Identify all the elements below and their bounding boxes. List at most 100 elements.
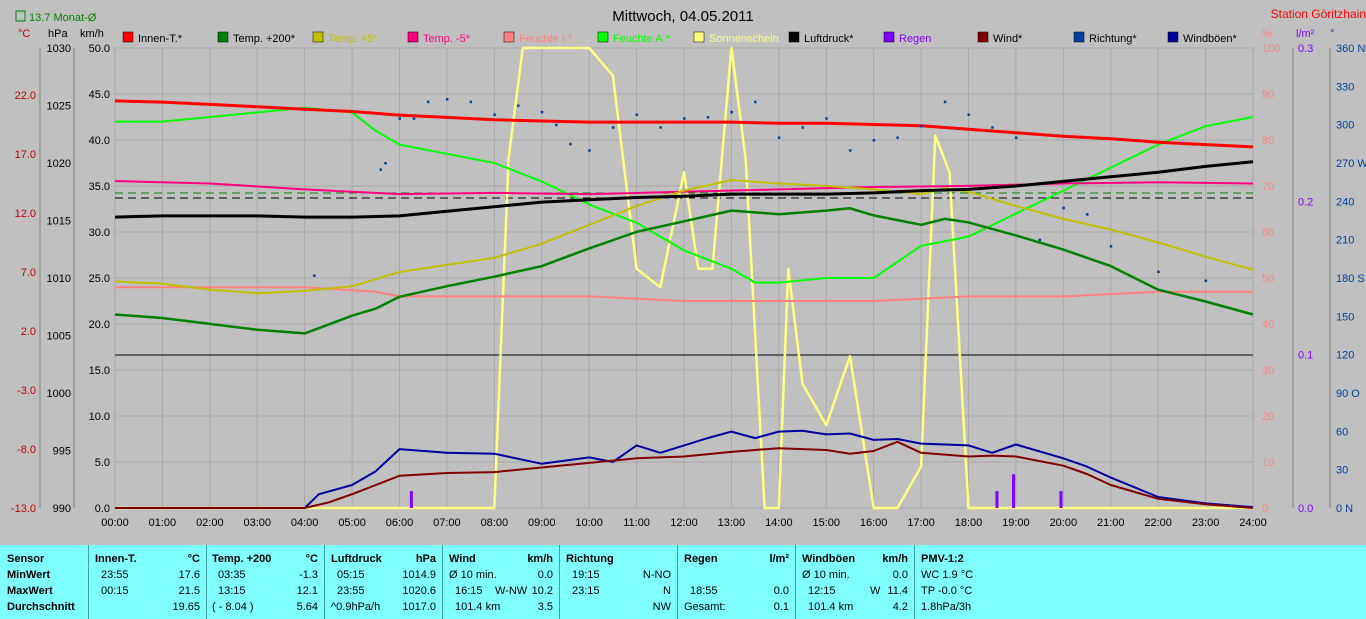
rain-tick-label: 0.3 <box>1298 43 1313 55</box>
direction-tick-label: 330 <box>1336 81 1354 93</box>
direction-point <box>517 104 520 107</box>
legend-swatch <box>122 31 134 43</box>
pressure-tick-label: 1025 <box>47 101 71 113</box>
x-tick-label: 05:00 <box>338 517 366 529</box>
temp-tick-label: 7.0 <box>21 267 36 279</box>
rain-bar <box>409 491 413 508</box>
direction-point <box>412 117 416 120</box>
stats-innen-column: Innen-T. °C 23:55 17.6 00:15 21.5 19.65 <box>88 545 207 619</box>
pressure-tick-label: 1015 <box>47 216 71 228</box>
direction-point <box>313 274 316 277</box>
direction-point <box>683 117 686 120</box>
legend-swatch <box>217 31 229 43</box>
x-tick-label: 24:00 <box>1239 517 1267 529</box>
windboen-max-dir: W <box>870 585 881 597</box>
legend-label: Sonnenschein <box>709 33 779 45</box>
temp200-max-time: 13:15 <box>218 585 246 597</box>
luftdruck-avg: 1017.0 <box>402 601 436 613</box>
legend-label: Windböen* <box>1183 33 1238 45</box>
chart-title: Mittwoch, 04.05.2011 <box>612 8 753 25</box>
direction-point <box>848 149 852 152</box>
direction-point <box>426 100 430 104</box>
direction-tick-label: 240 <box>1336 196 1354 208</box>
luftdruck-max: 1020.6 <box>402 585 436 597</box>
percent-tick-label: 60 <box>1262 227 1274 239</box>
x-tick-label: 08:00 <box>481 517 509 529</box>
windboen-min-label: Ø 10 min. <box>802 569 850 581</box>
series-line <box>114 180 1254 196</box>
rain-unit-label: l/m² <box>1296 28 1315 40</box>
x-tick-label: 20:00 <box>1050 517 1078 529</box>
richtung-min-time: 19:15 <box>572 569 600 581</box>
rain-tick-label: 0.2 <box>1298 196 1313 208</box>
x-tick-label: 01:00 <box>149 517 177 529</box>
direction-tick-label: 60 <box>1336 426 1348 438</box>
x-tick-label: 06:00 <box>386 517 414 529</box>
direction-point <box>967 113 970 116</box>
percent-tick-label: 100 <box>1262 43 1280 55</box>
pressure-tick-label: 1030 <box>47 43 71 55</box>
richtung-min: N-NO <box>642 569 671 581</box>
x-tick-label: 04:00 <box>291 517 319 529</box>
direction-point <box>730 110 733 114</box>
regen-unit: l/m² <box>769 553 789 565</box>
luftdruck-title: Luftdruck <box>331 553 382 565</box>
x-tick-label: 10:00 <box>575 517 603 529</box>
direction-point <box>777 136 781 139</box>
wind-min: 0.0 <box>537 569 553 581</box>
stats-regen-column: Regen l/m² 18:55 0.0 Gesamt: 0.1 <box>678 545 796 619</box>
wind-tick-label: 10.0 <box>89 411 110 423</box>
luftdruck-min: 1014.9 <box>402 569 436 581</box>
wind-unit-label: km/h <box>80 28 104 40</box>
direction-point <box>872 139 876 142</box>
direction-point <box>1157 270 1160 274</box>
stats-temp200-column: Temp. +200 °C 03:35 -1.3 13:15 12.1 ( - 8.0… <box>206 545 325 619</box>
stats-wind-column: Wind km/h Ø 10 min. 0.0 16:15 W-NW 10.2 101.… <box>443 545 560 619</box>
percent-unit-label: % <box>1262 28 1272 40</box>
temp200-title: Temp. +200 <box>212 553 272 565</box>
percent-tick-label: 20 <box>1262 411 1274 423</box>
series-line <box>114 179 1254 295</box>
luftdruck-avg-extra: ^0.9hPa/h <box>331 601 381 613</box>
richtung-title: Richtung <box>566 553 614 565</box>
wind-avg-extra: 101.4 km <box>455 601 501 613</box>
rain-bar <box>1012 474 1016 508</box>
direction-tick-label: 300 <box>1336 120 1354 132</box>
wind-unit: km/h <box>527 553 553 565</box>
innen-max-time: 00:15 <box>101 585 129 597</box>
direction-tick-label: 180 S <box>1336 273 1365 285</box>
pressure-tick-label: 1000 <box>47 388 71 400</box>
direction-tick-label: 0 N <box>1336 503 1353 515</box>
windboen-avg-extra: 101.4 km <box>808 601 854 613</box>
direction-point <box>659 126 662 129</box>
wind-tick-label: 30.0 <box>89 227 110 239</box>
x-tick-label: 22:00 <box>1144 517 1172 529</box>
sensor-label: Sensor <box>7 553 45 565</box>
x-tick-label: 12:00 <box>670 517 698 529</box>
x-tick-label: 18:00 <box>955 517 983 529</box>
luftdruck-max-time: 23:55 <box>337 585 365 597</box>
temp-tick-label: 12.0 <box>15 208 36 220</box>
legend-label: Temp. +5* <box>328 33 379 45</box>
pressure-tick-label: 995 <box>53 446 71 458</box>
temp-tick-label: 17.0 <box>15 149 36 161</box>
direction-point <box>1109 245 1113 248</box>
wind-tick-label: 50.0 <box>89 43 110 55</box>
pmv-title: PMV-1:2 <box>921 553 964 565</box>
pmv-line3: 1.8hPa/3h <box>921 601 972 613</box>
series-line <box>115 286 1253 302</box>
x-tick-label: 02:00 <box>196 517 224 529</box>
pmv-line1: WC 1.9 °C <box>921 569 974 581</box>
station-name: Station Göritzhain <box>1271 7 1366 21</box>
wind-max-time: 16:15 <box>455 585 483 597</box>
percent-tick-label: 90 <box>1262 89 1274 101</box>
direction-point <box>611 126 615 129</box>
x-tick-label: 07:00 <box>433 517 461 529</box>
richtung-avg: NW <box>652 601 671 613</box>
x-tick-label: 15:00 <box>812 517 840 529</box>
direction-point <box>588 149 591 152</box>
temp200-min-time: 03:35 <box>218 569 246 581</box>
legend-swatch <box>597 31 609 43</box>
windboen-max: 11.4 <box>887 585 908 597</box>
stats-windboen-column: Windböen km/h Ø 10 min. 0.0 12:15 W 11.4 101… <box>796 545 915 619</box>
